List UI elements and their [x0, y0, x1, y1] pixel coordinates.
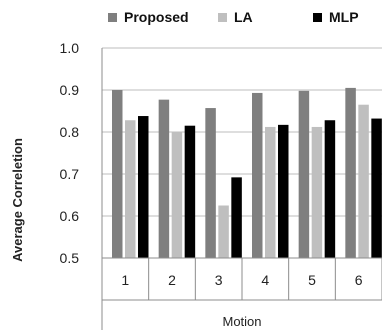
bar-proposed-3 [205, 108, 216, 258]
bar-la-2 [171, 132, 183, 258]
bar-proposed-5 [298, 90, 310, 258]
x-tick-label: 3 [215, 272, 223, 288]
bar-proposed-4 [252, 92, 263, 258]
x-tick-label: 4 [261, 272, 269, 288]
legend-label-la: LA [234, 9, 253, 25]
legend-swatch-proposed [108, 13, 117, 22]
y-axis-title: Average Correletion [10, 138, 25, 262]
bar-la-1 [125, 120, 136, 259]
bars [112, 87, 382, 259]
bar-la-6 [358, 104, 369, 258]
bar-mlp-3 [231, 177, 242, 258]
legend-label-mlp: MLP [329, 9, 359, 25]
bar-mlp-4 [278, 124, 289, 258]
bar-proposed-1 [112, 90, 123, 258]
y-tick-labels: 0.5 0.6 0.7 0.8 0.9 1.0 [60, 40, 80, 266]
x-tick-label: 6 [355, 272, 363, 288]
legend-swatch-la [218, 13, 227, 22]
legend: Proposed LA MLP [108, 9, 359, 25]
y-tick-label: 0.8 [60, 124, 80, 140]
y-tick-label: 0.7 [60, 166, 80, 182]
bar-mlp-2 [184, 125, 196, 258]
legend-label-proposed: Proposed [124, 9, 189, 25]
y-tick-label: 0.5 [60, 250, 80, 266]
bar-proposed-6 [345, 87, 356, 259]
bar-la-3 [218, 205, 229, 258]
y-tick-label: 0.9 [60, 82, 80, 98]
x-axis-title: Motion [222, 314, 261, 329]
axes [101, 48, 382, 330]
bar-mlp-6 [371, 118, 382, 258]
bar-mlp-1 [138, 116, 149, 258]
y-tick-label: 0.6 [60, 208, 80, 224]
x-tick-labels: 1 2 3 4 5 6 [121, 272, 362, 288]
y-tick-label: 1.0 [60, 40, 80, 56]
x-tick-label: 5 [308, 272, 316, 288]
legend-swatch-mlp [313, 13, 322, 22]
bar-la-4 [265, 126, 276, 259]
bar-la-5 [311, 126, 323, 259]
bar-proposed-2 [158, 99, 170, 258]
x-tick-label: 2 [168, 272, 176, 288]
x-tick-label: 1 [121, 272, 129, 288]
bar-mlp-5 [324, 120, 336, 259]
